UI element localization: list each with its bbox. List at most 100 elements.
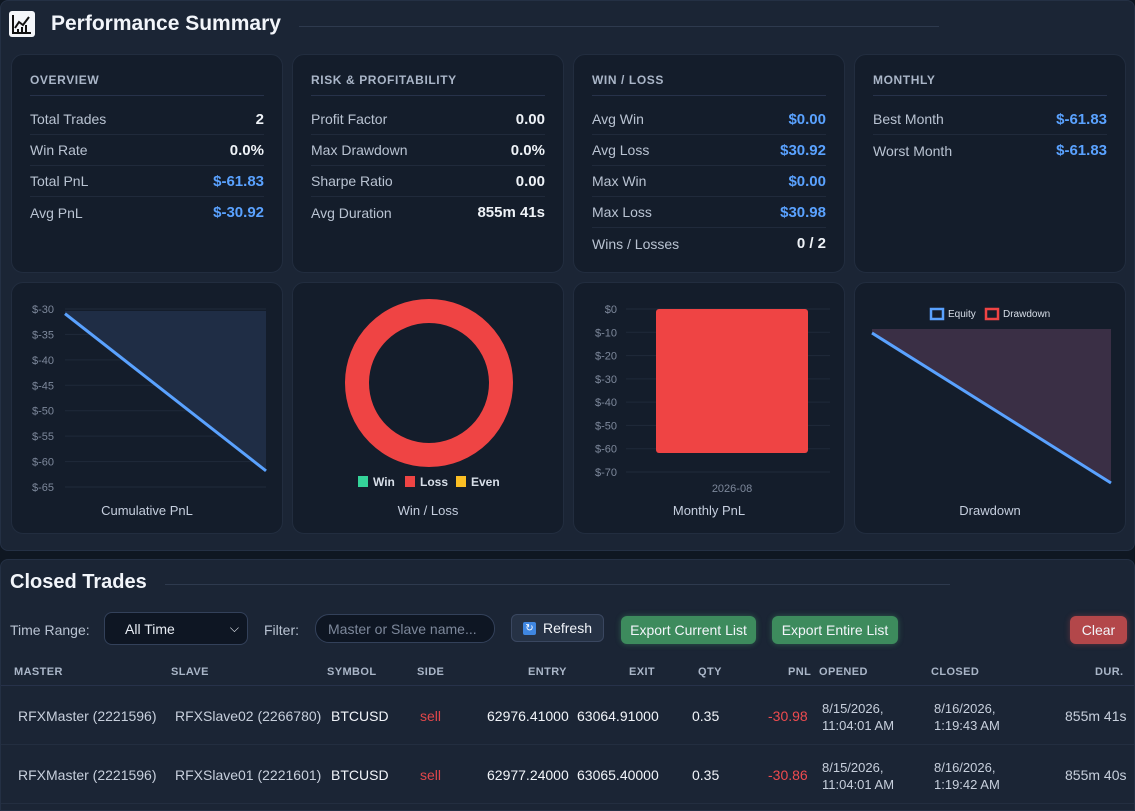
stat-total-trades: Total Trades 2: [30, 104, 264, 135]
column-header-qty[interactable]: QTY: [698, 666, 722, 678]
legend-label-even: Even: [471, 475, 500, 489]
y-tick-label: $-60: [32, 457, 54, 469]
cell-qty: 0.35: [692, 708, 720, 724]
overview-title: OVERVIEW: [30, 73, 264, 96]
column-header-entry[interactable]: ENTRY: [528, 666, 567, 678]
page-title: Performance Summary: [51, 12, 281, 35]
clear-button[interactable]: Clear: [1070, 616, 1127, 644]
performance-header: Performance Summary: [9, 9, 939, 39]
table-header-row: MASTER SLAVE SYMBOL SIDE ENTRY EXIT QTY …: [1, 658, 1134, 686]
header-divider: [298, 25, 939, 27]
export-entire-button[interactable]: Export Entire List: [772, 616, 898, 644]
cell-symbol: BTCUSD: [331, 767, 389, 783]
stat-profit-factor: Profit Factor 0.00: [311, 104, 545, 135]
trades-title: Closed Trades: [10, 571, 147, 593]
table-row[interactable]: RFXMaster (2221596) RFXSlave02 (2266780)…: [1, 686, 1134, 745]
stat-avg-pnl: Avg PnL $-30.92: [30, 197, 264, 228]
legend-label-win: Win: [373, 475, 395, 489]
export-current-button[interactable]: Export Current List: [621, 616, 756, 644]
closed-date: 8/16/2026,: [934, 701, 996, 716]
refresh-label: Refresh: [542, 620, 593, 636]
stat-worst-month: Worst Month $-61.83: [873, 135, 1107, 166]
stat-avg-win: Avg Win $0.00: [592, 104, 826, 135]
cell-duration: 855m 40s: [1065, 767, 1127, 783]
chart-caption: Monthly PnL: [672, 503, 746, 518]
pnl-series-line: [64, 312, 267, 473]
trades-divider: [164, 583, 950, 585]
filter-input[interactable]: [315, 614, 495, 643]
column-header-symbol[interactable]: SYMBOL: [327, 666, 377, 678]
y-tick-label: $-50: [32, 406, 54, 418]
time-range-select[interactable]: All Time ⌵: [104, 612, 248, 645]
closed-time: 1:19:43 AM: [934, 718, 1000, 733]
stat-value: $-61.83: [213, 172, 264, 190]
stat-max-loss: Max Loss $30.98: [592, 197, 826, 228]
chart-caption: Win / Loss: [397, 503, 459, 518]
stat-value: 0.0%: [229, 141, 264, 159]
y-tick-label: $-45: [32, 380, 54, 392]
column-header-opened[interactable]: OPENED: [819, 666, 868, 678]
stat-value: $0.00: [788, 172, 826, 190]
stat-value: 0.0%: [510, 141, 545, 159]
winloss-title: WIN / LOSS: [592, 73, 826, 96]
stat-value: $-30.92: [213, 204, 264, 221]
chevron-down-icon: ⌵: [229, 621, 239, 635]
cell-side: sell: [420, 708, 442, 724]
cell-closed: 8/16/2026, 1:19:42 AM: [934, 759, 1000, 793]
refresh-button[interactable]: ↻ Refresh: [511, 614, 604, 642]
legend-label-drawdown: Drawdown: [1003, 309, 1050, 320]
column-header-exit[interactable]: EXIT: [629, 666, 656, 678]
stat-value: 855m 41s: [477, 204, 545, 221]
y-tick-label: $-55: [32, 431, 54, 443]
chart-caption: Drawdown: [959, 503, 1021, 518]
bar-2026-08: [656, 309, 808, 453]
y-tick-label: $-40: [595, 397, 617, 409]
cell-opened: 8/15/2026, 11:04:01 AM: [822, 759, 894, 793]
y-tick-label: $0: [605, 304, 617, 316]
risk-title: RISK & PROFITABILITY: [311, 73, 545, 96]
risk-card: RISK & PROFITABILITY Profit Factor 0.00 …: [292, 54, 564, 273]
legend-swatch-win: [358, 476, 368, 487]
cell-pnl: -30.86: [768, 767, 808, 783]
cell-symbol: BTCUSD: [331, 708, 389, 724]
cell-master: RFXMaster (2221596): [18, 708, 157, 724]
chart-trend-icon: [9, 11, 35, 37]
win-loss-donut-chart: Win Loss Even: [345, 299, 513, 489]
stat-label: Avg Duration: [311, 204, 392, 221]
stat-label: Max Loss: [592, 204, 652, 220]
cell-exit: 63064.91000: [577, 708, 659, 724]
y-tick-label: $-20: [595, 351, 617, 363]
legend-swatch-loss: [405, 476, 415, 487]
filter-label: Filter:: [264, 622, 299, 638]
column-header-side[interactable]: SIDE: [417, 666, 445, 678]
legend-label-loss: Loss: [420, 475, 448, 489]
cell-duration: 855m 41s: [1065, 708, 1127, 724]
table-row[interactable]: RFXMaster (2221596) RFXSlave01 (2221601)…: [1, 745, 1134, 804]
legend-label-equity: Equity: [948, 309, 976, 320]
donut-slice-loss: [345, 299, 513, 467]
stat-label: Profit Factor: [311, 111, 388, 127]
column-header-master[interactable]: MASTER: [14, 666, 63, 678]
stat-label: Avg Loss: [592, 142, 650, 158]
column-header-slave[interactable]: SLAVE: [171, 666, 209, 678]
legend-swatch-even: [456, 476, 466, 487]
closed-time: 1:19:42 AM: [934, 777, 1000, 792]
column-header-duration[interactable]: DUR.: [1095, 666, 1124, 678]
stat-label: Total Trades: [30, 111, 107, 127]
cell-side: sell: [420, 767, 442, 783]
cell-slave: RFXSlave02 (2266780): [175, 708, 322, 724]
stat-label: Sharpe Ratio: [311, 173, 393, 189]
cell-closed: 8/16/2026, 1:19:43 AM: [934, 700, 1000, 734]
y-tick-label: $-65: [32, 482, 54, 494]
cell-master: RFXMaster (2221596): [18, 767, 157, 783]
stat-avg-duration: Avg Duration 855m 41s: [311, 197, 545, 228]
y-tick-label: $-35: [32, 329, 54, 341]
stat-value: 0.00: [515, 172, 545, 190]
stat-value: $-61.83: [1056, 110, 1107, 128]
column-header-pnl[interactable]: PNL: [788, 666, 812, 678]
cell-exit: 63065.40000: [577, 767, 659, 783]
column-header-closed[interactable]: CLOSED: [931, 666, 980, 678]
y-tick-label: $-70: [595, 467, 617, 479]
stat-win-rate: Win Rate 0.0%: [30, 135, 264, 166]
stat-value: $30.98: [780, 203, 826, 221]
